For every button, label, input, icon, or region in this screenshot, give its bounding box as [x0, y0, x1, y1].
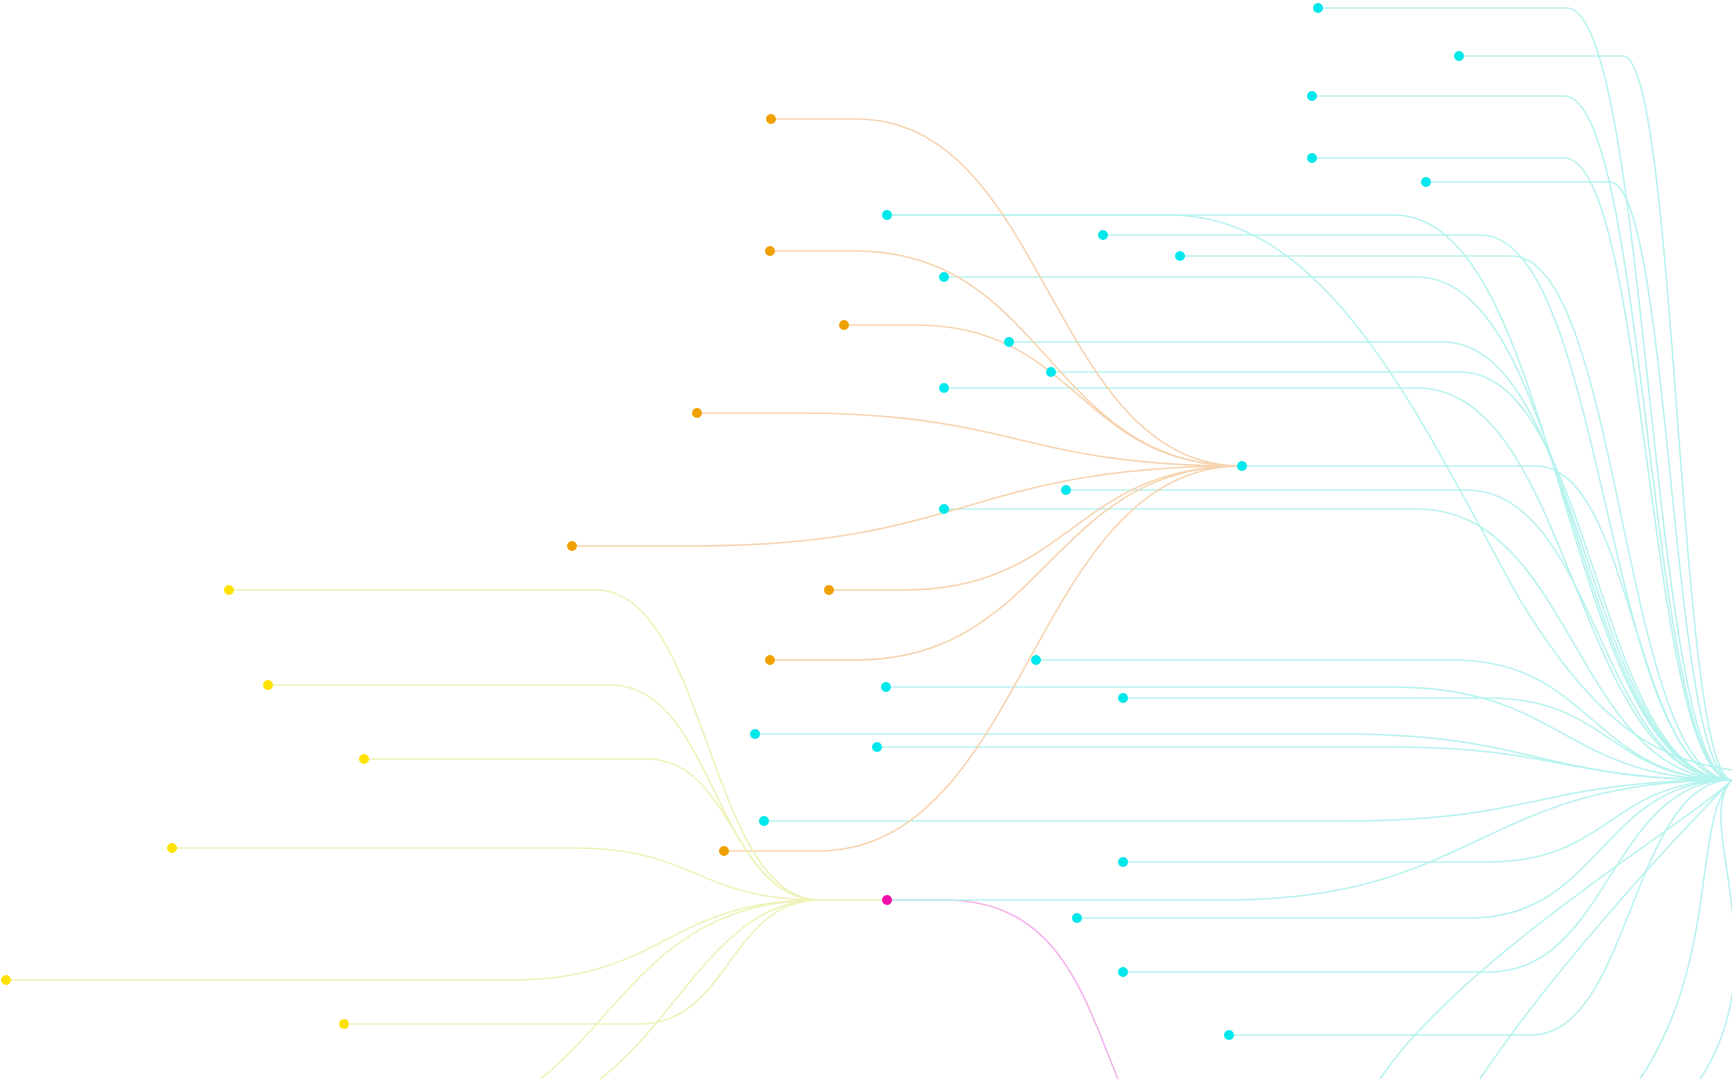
- yellow-link: [6, 899, 821, 981]
- cyan-link: [1379, 779, 1732, 1079]
- cyan-node[interactable]: [1118, 967, 1128, 977]
- orange-node[interactable]: [839, 320, 849, 330]
- cyan-node[interactable]: [1307, 91, 1317, 101]
- cyan-node[interactable]: [882, 210, 892, 220]
- yellow-link: [172, 847, 821, 901]
- cyan-node[interactable]: [1175, 251, 1185, 261]
- cyan-node[interactable]: [759, 816, 769, 826]
- cyan-node[interactable]: [1237, 461, 1247, 471]
- cyan-link: [1123, 779, 1732, 863]
- cyan-node[interactable]: [1098, 230, 1108, 240]
- cyan-node[interactable]: [939, 504, 949, 514]
- cyan-link: [1639, 779, 1732, 1079]
- yellow-link: [539, 899, 821, 1079]
- magenta-node[interactable]: [882, 895, 892, 905]
- orange-link: [844, 324, 1243, 467]
- cyan-link: [1699, 779, 1732, 1079]
- cyan-link: [887, 214, 1732, 771]
- cyan-node[interactable]: [1046, 367, 1056, 377]
- cyan-node[interactable]: [1313, 3, 1323, 13]
- cyan-node[interactable]: [1224, 1030, 1234, 1040]
- orange-link: [771, 118, 1243, 467]
- yellow-link: [229, 589, 821, 901]
- cyan-link: [1009, 341, 1732, 781]
- cyan-node[interactable]: [1031, 655, 1041, 665]
- cyan-node[interactable]: [1061, 485, 1071, 495]
- cyan-link: [1180, 255, 1732, 781]
- orange-link: [770, 465, 1243, 661]
- cyan-link: [1123, 779, 1732, 973]
- cyan-node[interactable]: [872, 742, 882, 752]
- yellow-node[interactable]: [339, 1019, 349, 1029]
- cyan-link: [1229, 779, 1732, 1036]
- yellow-node[interactable]: [359, 754, 369, 764]
- cyan-node[interactable]: [1118, 693, 1128, 703]
- cyan-link: [1479, 779, 1732, 1079]
- cyan-link: [1459, 55, 1732, 781]
- cyan-link: [1312, 157, 1732, 781]
- cyan-link: [1312, 95, 1732, 781]
- cyan-link: [1426, 181, 1732, 781]
- cyan-link: [887, 779, 1732, 901]
- cyan-link: [1318, 7, 1732, 781]
- cyan-node[interactable]: [1118, 857, 1128, 867]
- orange-node[interactable]: [766, 114, 776, 124]
- orange-link: [724, 465, 1243, 852]
- yellow-link: [599, 899, 821, 1079]
- cyan-node[interactable]: [939, 383, 949, 393]
- orange-node[interactable]: [692, 408, 702, 418]
- orange-node[interactable]: [567, 541, 577, 551]
- cyan-node[interactable]: [1072, 913, 1082, 923]
- cyan-link: [1123, 697, 1732, 781]
- yellow-link: [364, 758, 821, 901]
- cyan-link: [1066, 489, 1732, 781]
- cyan-link: [764, 779, 1732, 822]
- cyan-node[interactable]: [939, 272, 949, 282]
- cyan-node[interactable]: [1454, 51, 1464, 61]
- cyan-link: [1077, 779, 1732, 919]
- orange-link: [572, 465, 1243, 547]
- cyan-link: [1051, 371, 1732, 781]
- yellow-node[interactable]: [1, 975, 11, 985]
- orange-node[interactable]: [765, 655, 775, 665]
- orange-link: [829, 465, 1243, 591]
- yellow-node[interactable]: [224, 585, 234, 595]
- orange-node[interactable]: [765, 246, 775, 256]
- cyan-link: [944, 508, 1732, 781]
- yellow-link: [344, 899, 821, 1025]
- yellow-node[interactable]: [263, 680, 273, 690]
- yellow-node[interactable]: [167, 843, 177, 853]
- orange-link: [697, 412, 1243, 467]
- node-layer: [1, 3, 1464, 1040]
- magenta-link: [887, 899, 1119, 1079]
- cyan-link: [886, 686, 1732, 781]
- cyan-node[interactable]: [1004, 337, 1014, 347]
- orange-node[interactable]: [719, 846, 729, 856]
- orange-node[interactable]: [824, 585, 834, 595]
- cyan-link: [877, 746, 1732, 781]
- cyan-node[interactable]: [750, 729, 760, 739]
- cyan-link: [944, 387, 1732, 781]
- cyan-link: [944, 276, 1732, 781]
- cyan-node[interactable]: [1307, 153, 1317, 163]
- link-layer: [6, 7, 1732, 1079]
- cyan-node[interactable]: [881, 682, 891, 692]
- cyan-node[interactable]: [1421, 177, 1431, 187]
